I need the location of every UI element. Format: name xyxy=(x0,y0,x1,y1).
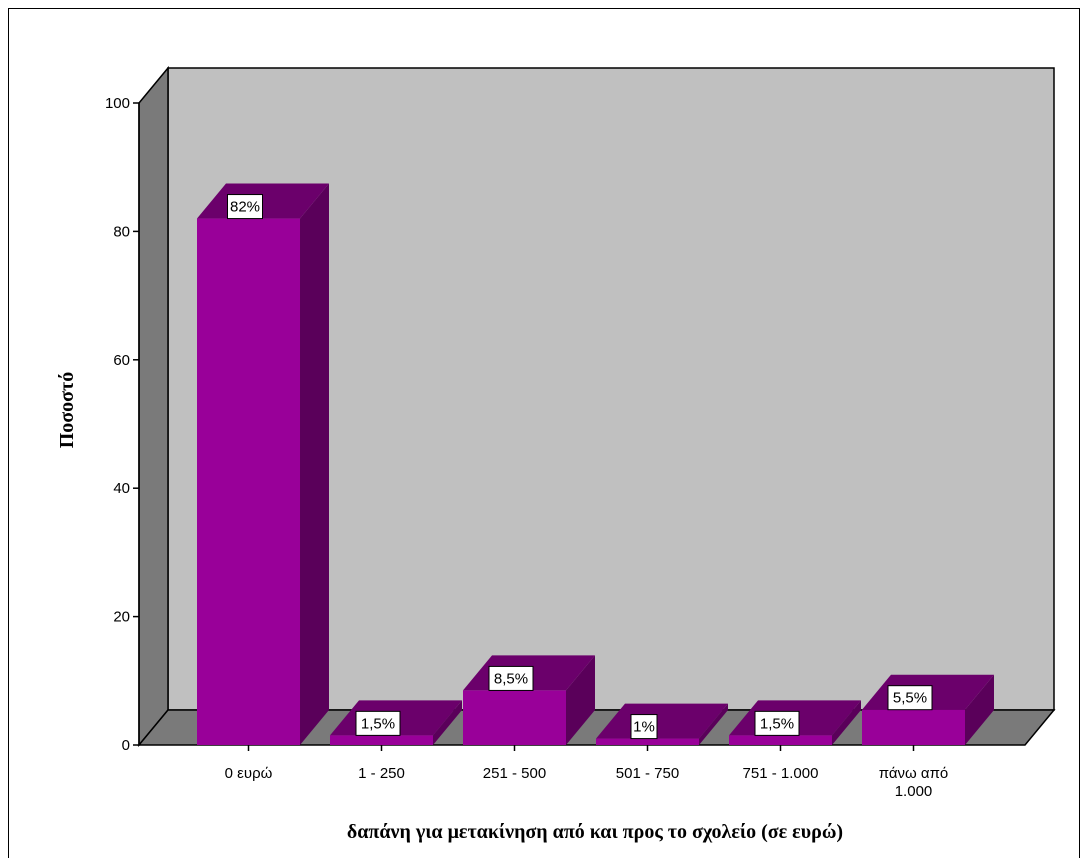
bar-front xyxy=(330,735,433,745)
bar-side xyxy=(832,700,861,745)
data-label-box xyxy=(630,714,658,740)
data-label: 82% xyxy=(227,194,263,220)
x-axis: 0 ευρώ 1 - 250 251 - 500 501 - 750 751 - 1.0… xyxy=(225,745,949,800)
data-label-text: 1,5% xyxy=(760,715,794,732)
data-label: 1% xyxy=(630,714,658,740)
x-tick-label: 1.000 xyxy=(895,783,933,800)
bar-front xyxy=(197,218,300,745)
data-label-box xyxy=(887,685,933,711)
x-tick-label: 1 - 250 xyxy=(358,765,405,782)
data-label: 5,5% xyxy=(887,685,933,711)
data-label-text: 1% xyxy=(633,719,655,736)
data-label-box xyxy=(754,710,800,736)
bar xyxy=(596,703,728,745)
bar-top xyxy=(596,703,728,739)
data-label-box xyxy=(227,194,263,220)
bar-side xyxy=(566,655,595,745)
y-tick-label: 60 xyxy=(113,352,130,369)
bar-side xyxy=(699,703,728,745)
data-label: 8,5% xyxy=(488,665,534,691)
bar-front xyxy=(463,690,566,745)
bar-side xyxy=(433,700,462,745)
y-axis-title: Ποσοστό xyxy=(56,372,78,449)
data-label-text: 5,5% xyxy=(893,690,927,707)
x-tick-label: 251 - 500 xyxy=(483,765,546,782)
bar-front xyxy=(862,709,965,745)
data-label-box xyxy=(488,665,534,691)
data-label-box xyxy=(355,710,401,736)
y-tick-label: 80 xyxy=(113,223,130,240)
side-wall xyxy=(138,65,169,748)
x-tick-label: 0 ευρώ xyxy=(225,765,273,782)
data-label: 1,5% xyxy=(754,710,800,736)
x-axis-title: δαπάνη για μετακίνηση από και προς το σχ… xyxy=(347,821,843,843)
bar-front xyxy=(729,735,832,745)
x-tick-label: 751 - 1.000 xyxy=(743,765,819,782)
data-label: 1,5% xyxy=(355,710,401,736)
x-tick-label: 501 - 750 xyxy=(616,765,679,782)
y-tick-label: 40 xyxy=(113,480,130,497)
data-label-text: 8,5% xyxy=(494,670,528,687)
data-label-text: 1,5% xyxy=(361,715,395,732)
bar xyxy=(197,183,329,745)
y-tick-label: 20 xyxy=(113,609,130,626)
x-tick-label: πάνω από xyxy=(879,765,949,782)
y-tick-label: 100 xyxy=(105,95,130,112)
y-tick-label: 0 xyxy=(122,737,130,754)
data-labels: 82% 1,5% 8,5% 1% 1,5% 5,5% xyxy=(227,194,933,740)
y-axis: 0 20 40 60 80 100 xyxy=(105,95,140,754)
bar-front xyxy=(596,738,699,745)
data-label-text: 82% xyxy=(230,199,260,216)
bar-side xyxy=(965,674,994,745)
bar-side xyxy=(300,183,329,745)
